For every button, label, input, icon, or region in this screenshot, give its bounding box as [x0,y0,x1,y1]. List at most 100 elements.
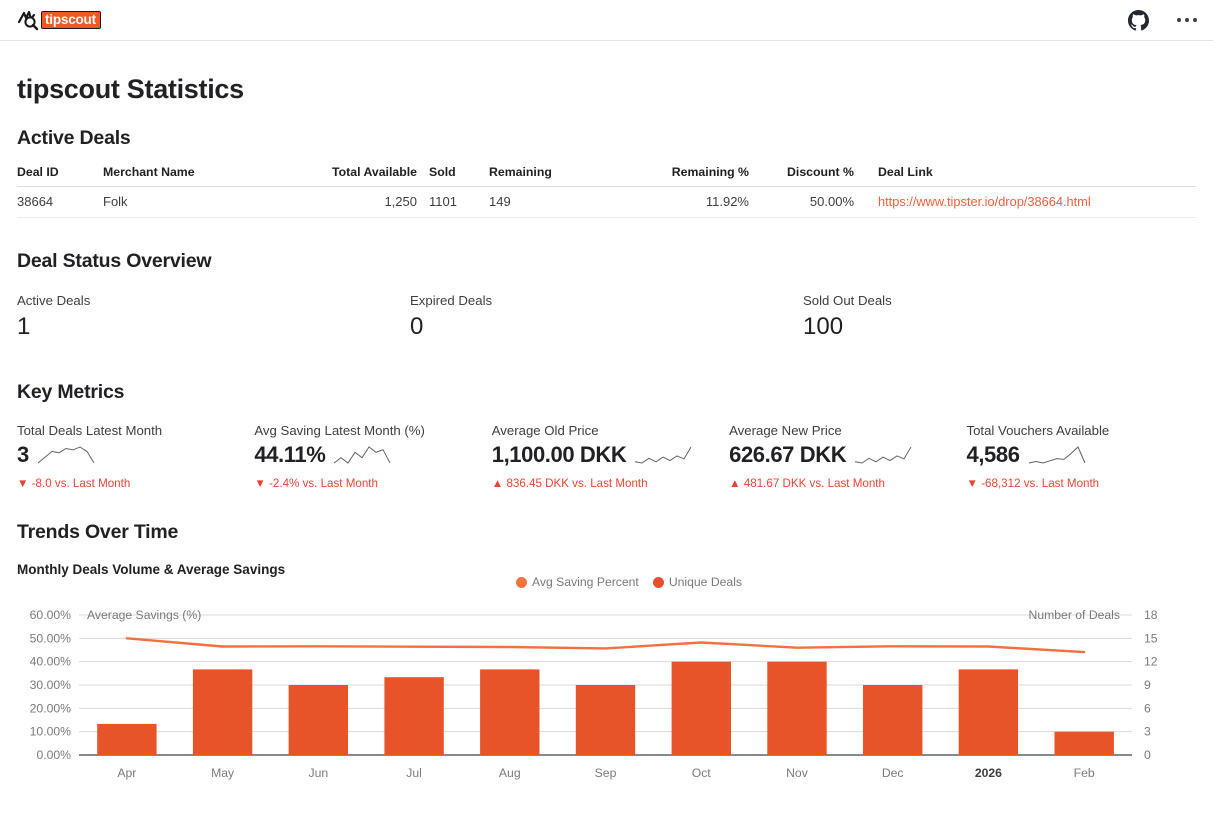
section-heading-key-metrics: Key Metrics [17,381,125,403]
more-options-icon[interactable] [1175,12,1199,28]
svg-text:2026: 2026 [975,766,1002,780]
metric-value: 44.11% [254,442,326,467]
legend-dot-icon [652,576,664,588]
section-heading-active-deals: Active Deals [17,127,131,149]
table-header-row: Deal ID Merchant Name Total Available So… [17,165,1196,187]
metric-total-vouchers-available: Total Vouchers Available 4,586 ▼ -68,312… [967,423,1196,490]
status-cell-sold-out-deals: Sold Out Deals 100 [803,293,1196,339]
status-value: 100 [803,313,844,340]
key-metrics-row: Total Deals Latest Month 3 ▼ -8.0 vs. La… [17,423,1196,490]
sparkline-icon [332,445,392,465]
metric-label: Avg Saving Latest Month (%) [254,423,425,438]
cell-deal-link[interactable]: https://www.tipster.io/drop/38664.html [854,186,1196,218]
svg-text:50.00%: 50.00% [30,631,71,645]
svg-text:Oct: Oct [692,766,712,780]
section-heading-trends: Trends Over Time [17,521,179,543]
svg-text:15: 15 [1144,631,1158,645]
svg-text:Nov: Nov [786,766,809,780]
svg-text:Average Savings (%): Average Savings (%) [87,608,201,622]
column-header-discount-pct: Discount % [749,165,854,187]
cell-discount-pct: 50.00% [749,186,854,218]
status-label: Expired Deals [410,293,493,308]
metric-delta: ▼ -8.0 vs. Last Month [17,477,131,490]
svg-text:Dec: Dec [882,766,904,780]
table-row: 38664 Folk 1,250 1101 149 11.92% 50.00% … [17,186,1196,218]
metric-value: 3 [17,442,29,467]
svg-text:Jul: Jul [406,766,422,780]
column-header-total-available: Total Available [293,165,417,187]
column-header-deal-id: Deal ID [17,165,103,187]
metric-value: 1,100.00 DKK [491,442,627,467]
column-header-remaining: Remaining [489,165,644,187]
chart-legend: Avg Saving Percent Unique Deals [516,575,742,589]
sparkline-icon [853,445,913,465]
cell-deal-id: 38664 [17,186,103,218]
active-deals-table: Deal ID Merchant Name Total Available So… [17,165,1196,218]
chart-title: Monthly Deals Volume & Average Savings [17,562,286,577]
legend-label: Unique Deals [668,575,742,589]
tipscout-logo-icon [17,9,43,31]
metric-value: 4,586 [966,442,1020,467]
metric-delta: ▲ 836.45 DKK vs. Last Month [491,477,648,490]
svg-text:0: 0 [1144,748,1151,762]
status-cell-active-deals: Active Deals 1 [17,293,410,339]
svg-text:0.00%: 0.00% [36,748,71,762]
sparkline-icon [1027,445,1087,465]
svg-text:60.00%: 60.00% [30,608,71,622]
svg-text:Sep: Sep [595,766,617,780]
status-label: Active Deals [17,293,91,308]
svg-text:Number of Deals: Number of Deals [1029,608,1120,622]
deal-status-row: Active Deals 1 Expired Deals 0 Sold Out … [17,293,1196,339]
sparkline-icon [36,445,96,465]
metric-label: Average New Price [729,423,842,438]
metric-label: Average Old Price [491,423,599,438]
brand-logo[interactable]: tipscout [17,9,101,31]
legend-item-avg-saving-percent[interactable]: Avg Saving Percent [516,575,639,589]
svg-text:30.00%: 30.00% [30,678,71,692]
svg-text:20.00%: 20.00% [30,701,71,715]
legend-item-unique-deals[interactable]: Unique Deals [652,575,742,589]
metric-delta: ▼ -68,312 vs. Last Month [966,477,1100,490]
github-icon[interactable] [1128,9,1149,31]
svg-text:40.00%: 40.00% [30,655,71,669]
svg-text:6: 6 [1144,701,1151,715]
status-value: 0 [410,313,424,340]
metric-total-deals-latest-month: Total Deals Latest Month 3 ▼ -8.0 vs. La… [17,423,254,490]
status-label: Sold Out Deals [803,293,892,308]
column-header-sold: Sold [417,165,489,187]
column-header-remaining-pct: Remaining % [644,165,749,187]
metric-value: 626.67 DKK [729,442,847,467]
cell-remaining: 149 [489,186,644,218]
cell-merchant-name: Folk [103,186,293,218]
brand-wordmark: tipscout [41,11,101,29]
metric-label: Total Vouchers Available [966,423,1110,438]
metric-average-old-price: Average Old Price 1,100.00 DKK ▲ 836.45 … [492,423,729,490]
deal-link[interactable]: https://www.tipster.io/drop/38664.html [878,194,1091,209]
top-bar: tipscout [0,0,1213,41]
svg-text:May: May [211,766,235,780]
metric-delta: ▼ -2.4% vs. Last Month [254,477,378,490]
section-heading-deal-status: Deal Status Overview [17,250,212,272]
cell-total-available: 1,250 [293,186,417,218]
svg-text:9: 9 [1144,678,1151,692]
metric-average-new-price: Average New Price 626.67 DKK ▲ 481.67 DK… [729,423,966,490]
column-header-merchant-name: Merchant Name [103,165,293,187]
svg-text:Jun: Jun [308,766,328,780]
status-cell-expired-deals: Expired Deals 0 [410,293,803,339]
svg-text:Aug: Aug [499,766,521,780]
svg-text:12: 12 [1144,655,1158,669]
svg-text:Feb: Feb [1074,766,1095,780]
sparkline-icon [633,445,693,465]
legend-dot-icon [516,576,527,588]
chart-container: Avg Saving Percent Unique Deals 0.00% 0 10… [17,575,1196,792]
legend-label: Avg Saving Percent [532,575,639,589]
cell-remaining-pct: 11.92% [644,186,749,218]
column-header-deal-link: Deal Link [854,165,1196,187]
cell-sold: 1101 [417,186,489,218]
svg-text:10.00%: 10.00% [30,725,71,739]
svg-text:Apr: Apr [117,766,136,780]
metric-avg-saving-latest-month: Avg Saving Latest Month (%) 44.11% ▼ -2.… [254,423,491,490]
monthly-deals-chart: 0.00% 0 10.00% 3 20.00% 6 30.00% 9 40.00% 12 50.00… [30,608,1158,780]
status-value: 1 [17,313,31,340]
metric-label: Total Deals Latest Month [17,423,163,438]
